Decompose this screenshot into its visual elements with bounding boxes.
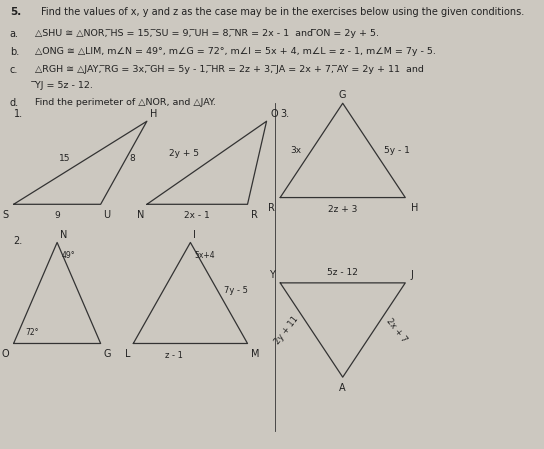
Text: L: L (125, 349, 131, 359)
Text: I: I (193, 230, 196, 240)
Text: R: R (251, 210, 258, 220)
Text: 72°: 72° (26, 328, 39, 337)
Text: H: H (150, 109, 157, 119)
Text: △RGH ≅ △JAY, ̅RG = 3x, ̅GH = 5y - 1, ̅HR = 2z + 3, ̅JA = 2x + 7, ̅AY = 2y + 11  : △RGH ≅ △JAY, ̅RG = 3x, ̅GH = 5y - 1, ̅HR… (35, 65, 424, 74)
Text: z - 1: z - 1 (165, 351, 183, 360)
Text: 3.: 3. (280, 109, 289, 119)
Text: 2x + 7: 2x + 7 (385, 316, 409, 344)
Text: d.: d. (10, 98, 19, 108)
Text: O: O (2, 349, 9, 359)
Text: N: N (60, 230, 67, 240)
Text: 49°: 49° (61, 251, 75, 260)
Text: Y: Y (269, 270, 275, 280)
Text: 2x - 1: 2x - 1 (184, 211, 210, 220)
Text: Find the values of x, y and z as the case may be in the exercises below using th: Find the values of x, y and z as the cas… (41, 7, 524, 17)
Text: 7y - 5: 7y - 5 (224, 286, 248, 295)
Text: b.: b. (10, 47, 19, 57)
Text: 15: 15 (59, 154, 71, 163)
Text: 5x+4: 5x+4 (195, 251, 215, 260)
Text: 2.: 2. (14, 236, 23, 246)
Text: 2y + 5: 2y + 5 (169, 149, 199, 158)
Text: G: G (339, 90, 347, 100)
Text: 2z + 3: 2z + 3 (328, 205, 357, 214)
Text: △SHU ≅ △NOR, ̅HS = 15, ̅SU = 9, ̅UH = 8, ̅NR = 2x - 1  and ̅ON = 2y + 5.: △SHU ≅ △NOR, ̅HS = 15, ̅SU = 9, ̅UH = 8,… (35, 29, 379, 38)
Text: a.: a. (10, 29, 19, 39)
Text: c.: c. (10, 65, 18, 75)
Text: 3x: 3x (290, 146, 301, 155)
Text: U: U (103, 210, 110, 220)
Text: O: O (270, 109, 278, 119)
Text: 5z - 12: 5z - 12 (327, 269, 358, 277)
Text: 9: 9 (54, 211, 60, 220)
Text: R: R (268, 203, 275, 213)
Text: 1.: 1. (14, 109, 23, 119)
Text: H: H (411, 203, 418, 213)
Text: 2y + 11: 2y + 11 (273, 314, 300, 346)
Text: 5.: 5. (10, 7, 21, 17)
Text: G: G (104, 349, 112, 359)
Text: N: N (137, 210, 144, 220)
Text: 5y - 1: 5y - 1 (384, 146, 410, 155)
Text: Find the perimeter of △NOR, and △JAY.: Find the perimeter of △NOR, and △JAY. (35, 98, 216, 107)
Text: △ONG ≅ △LIM, m∠N = 49°, m∠G = 72°, m∠I = 5x + 4, m∠L = z - 1, m∠M = 7y - 5.: △ONG ≅ △LIM, m∠N = 49°, m∠G = 72°, m∠I =… (35, 47, 436, 56)
Text: M: M (251, 349, 259, 359)
Text: A: A (339, 383, 346, 392)
Text: S: S (2, 210, 8, 220)
Text: 8: 8 (129, 154, 135, 163)
Text: J: J (411, 270, 413, 280)
Text: ̅YJ = 5z - 12.: ̅YJ = 5z - 12. (35, 81, 93, 90)
